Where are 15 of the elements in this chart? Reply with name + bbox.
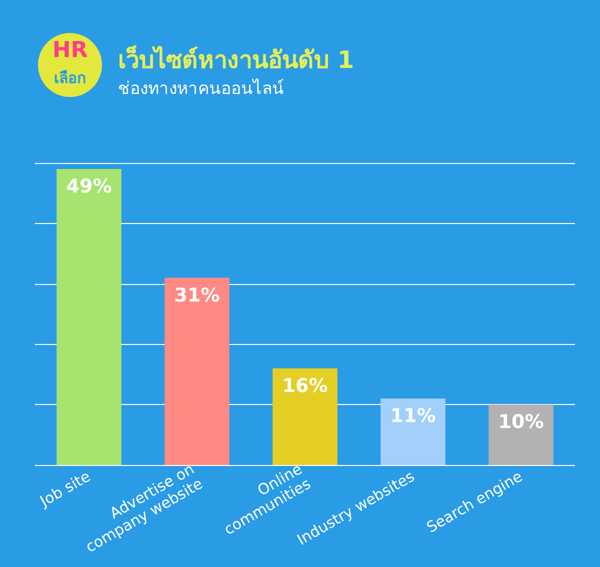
x-tick-label: Job site	[36, 467, 94, 511]
text: HR	[51, 38, 89, 63]
bar	[380, 398, 446, 465]
bar	[488, 404, 554, 465]
chart-title: เว็บไซต์หางานอันดับ 1	[118, 44, 354, 76]
data-label: 11%	[390, 405, 436, 428]
data-label: 16%	[282, 374, 328, 397]
data-label: 49%	[66, 176, 112, 198]
bar	[164, 278, 230, 465]
chart-subtitle: ช่องทางหาคนออนไลน์	[118, 78, 284, 101]
text: เลือก	[53, 68, 87, 89]
data-label: 31%	[174, 284, 220, 306]
bar	[56, 169, 122, 465]
data-label: 10%	[498, 411, 544, 434]
bar	[272, 368, 338, 465]
